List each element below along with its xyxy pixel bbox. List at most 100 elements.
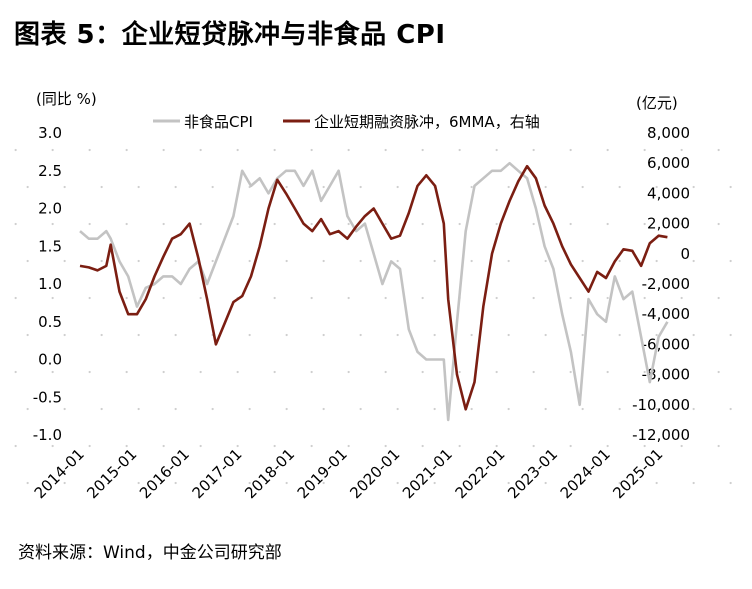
grid-dot [310,296,313,300]
grid-dot [495,370,498,374]
grid-dot [495,296,498,300]
right-tick-label: 8,000 [647,124,690,142]
grid-dot [618,259,621,263]
grid-dot [322,407,325,411]
grid-dot [421,444,424,448]
right-tick-label: 6,000 [647,154,690,172]
grid-dot [507,333,510,337]
grid-dot [285,185,288,189]
x-tick-label: 2015-01 [83,445,140,502]
grid-dot [581,481,584,485]
grid-dot [125,222,128,226]
grid-dot [14,444,17,448]
grid-dot [63,259,66,263]
grid-dot [63,185,66,189]
grid-dot [137,481,140,485]
grid-dot [606,370,609,374]
grid-dot [100,407,103,411]
grid-dot [569,444,572,448]
grid-dot [359,259,362,263]
grid-dot [88,148,91,152]
grid-dot [211,185,214,189]
grid-dot [384,370,387,374]
grid-dot [495,222,498,226]
grid-dot [618,333,621,337]
grid-dot [14,148,17,152]
grid-dot [544,481,547,485]
x-tick-label: 2020-01 [346,445,403,502]
chart-title: 图表 5：企业短贷脉冲与非食品 CPI [14,20,446,50]
grid-dot [211,259,214,263]
grid-dot [470,333,473,337]
grid-dot [384,222,387,226]
grid-dot [26,407,29,411]
grid-dot [211,481,214,485]
left-tick-label: 0.0 [38,351,62,369]
grid-dot [236,148,239,152]
right-tick-label: -6,000 [642,335,690,353]
grid-dot [433,481,436,485]
grid-dot [692,333,695,337]
grid-dot [248,333,251,337]
left-tick-label: 0.5 [38,313,62,331]
grid-dot [458,148,461,152]
grid-dot [532,444,535,448]
grid-dot [729,407,732,411]
grid-dot [285,259,288,263]
grid-dot [236,222,239,226]
grid-dot [606,222,609,226]
grid-dots [14,148,732,485]
left-tick-label: 1.0 [38,275,62,293]
grid-dot [458,370,461,374]
grid-dot [51,444,54,448]
grid-dot [384,444,387,448]
grid-dot [137,333,140,337]
grid-dot [26,481,29,485]
grid-dot [717,148,720,152]
grid-dot [433,259,436,263]
grid-dot [507,185,510,189]
grid-dot [655,259,658,263]
x-tick-label: 2014-01 [31,445,88,502]
right-axis-unit: (亿元) [636,94,678,112]
right-tick-label: -10,000 [632,396,690,414]
grid-dot [569,148,572,152]
left-tick-label: 2.0 [38,200,62,218]
grid-dot [347,444,350,448]
series-lines [79,161,669,422]
grid-dot [162,222,165,226]
grid-dot [100,259,103,263]
grid-dot [458,222,461,226]
grid-dot [618,407,621,411]
grid-dot [532,370,535,374]
grid-dot [470,259,473,263]
x-tick-label: 2025-01 [609,445,666,502]
left-tick-label: 1.5 [38,237,62,255]
grid-dot [421,148,424,152]
right-tick-label: -2,000 [642,275,690,293]
left-tick-label: -0.5 [33,388,62,406]
grid-dot [581,333,584,337]
grid-dot [285,407,288,411]
grid-dot [680,148,683,152]
grid-dot [199,444,202,448]
series-line-pulse [79,164,668,411]
grid-dot [14,370,17,374]
series-line-cpi [79,161,669,422]
grid-dot [26,185,29,189]
left-axis-unit: (同比 %) [36,90,97,108]
left-tick-label: -1.0 [33,426,62,444]
grid-dot [236,370,239,374]
grid-dot [174,407,177,411]
right-tick-label: -12,000 [632,426,690,444]
grid-dot [643,370,646,374]
x-axis-ticks: 2014-012015-012016-012017-012018-012019-… [31,445,667,502]
grid-dot [643,148,646,152]
grid-dot [359,481,362,485]
grid-dot [606,296,609,300]
grid-dot [347,296,350,300]
grid-dot [88,370,91,374]
grid-dot [100,333,103,337]
grid-dot [174,259,177,263]
grid-dot [470,407,473,411]
